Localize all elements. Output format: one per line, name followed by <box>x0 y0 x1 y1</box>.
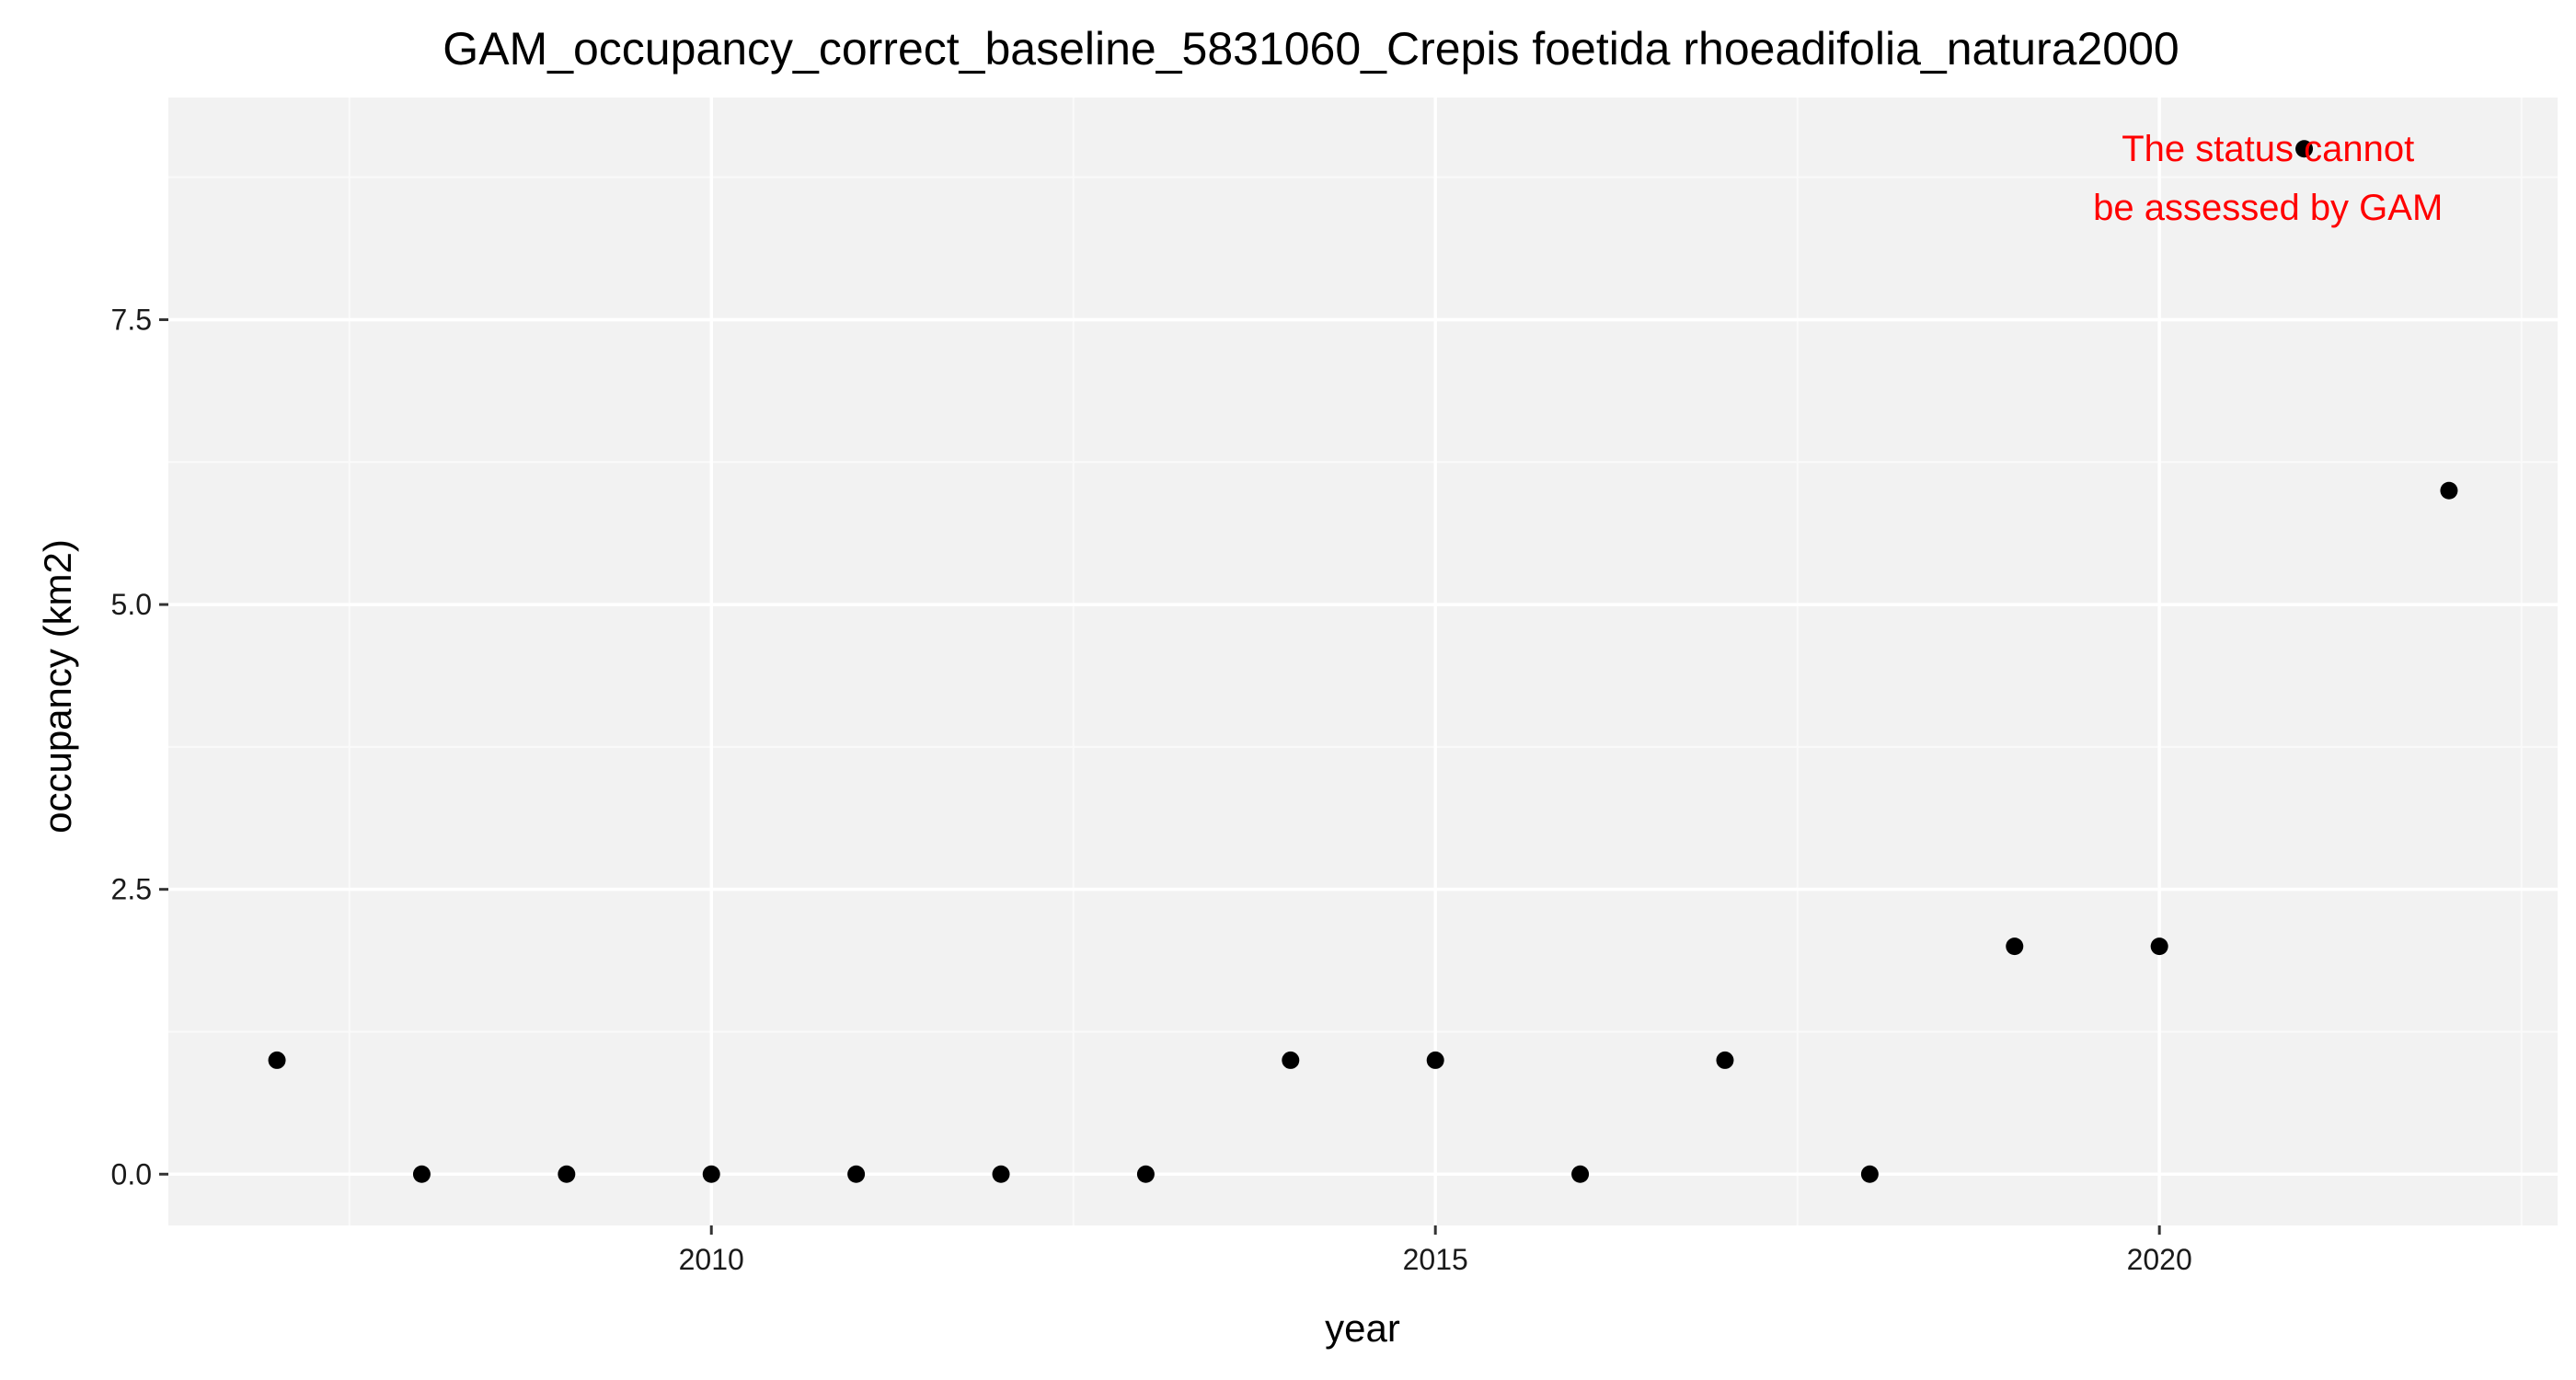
chart-title: GAM_occupancy_correct_baseline_5831060_C… <box>443 23 2179 75</box>
x-tick-label: 2015 <box>1403 1243 1468 1276</box>
data-point <box>268 1051 286 1069</box>
data-point <box>1860 1165 1879 1183</box>
data-point <box>1426 1051 1444 1069</box>
data-point <box>1282 1051 1300 1069</box>
x-axis-title: year <box>1325 1306 1400 1350</box>
data-point <box>2440 481 2458 500</box>
x-tick-label: 2020 <box>2127 1243 2192 1276</box>
chart-annotation: The status cannot be assessed by GAM <box>2093 129 2443 228</box>
y-axis-title: occupancy (km2) <box>36 539 79 834</box>
data-point <box>412 1165 431 1183</box>
annotation-line: The status cannot <box>2122 129 2414 169</box>
data-points <box>268 140 2458 1183</box>
data-point <box>2006 937 2024 956</box>
data-point <box>1571 1165 1590 1183</box>
x-tick-label: 2010 <box>679 1243 744 1276</box>
y-tick-label: 7.5 <box>111 303 152 336</box>
minor-gridlines <box>168 98 2558 1225</box>
data-point <box>558 1165 576 1183</box>
y-tick-label: 0.0 <box>111 1157 152 1190</box>
y-tick-label: 2.5 <box>111 873 152 906</box>
x-axis: 2010 2015 2020 <box>679 1225 2192 1276</box>
data-point <box>702 1165 720 1183</box>
y-tick-label: 5.0 <box>111 588 152 621</box>
data-point <box>1136 1165 1155 1183</box>
plot-panel <box>168 98 2558 1225</box>
data-point <box>1716 1051 1734 1069</box>
data-point <box>992 1165 1010 1183</box>
data-point <box>2295 140 2314 158</box>
annotation-line: be assessed by GAM <box>2093 188 2443 228</box>
data-point <box>2150 937 2168 956</box>
y-axis: 0.0 2.5 5.0 7.5 <box>111 303 168 1190</box>
data-point <box>847 1165 866 1183</box>
